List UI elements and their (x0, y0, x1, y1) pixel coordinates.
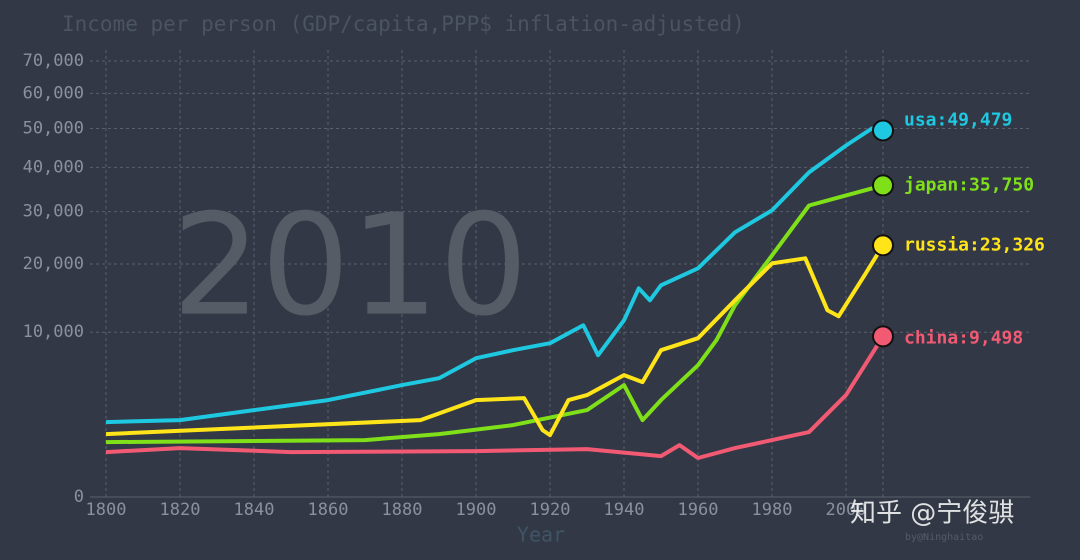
series-line (105, 244, 885, 438)
x-tick-label: 1900 (456, 500, 497, 520)
series-line (105, 335, 885, 460)
series-label: china:9,498 (904, 327, 1023, 348)
x-tick-label: 1960 (678, 500, 719, 520)
x-tick-label: 1920 (530, 500, 571, 520)
x-tick-label: 1860 (308, 500, 349, 520)
x-tick-label: 1840 (234, 500, 275, 520)
x-tick-label: 1820 (160, 500, 201, 520)
y-tick-label: 20,000 (23, 254, 84, 274)
x-tick-label: 1980 (752, 500, 793, 520)
end-dot (872, 325, 894, 348)
y-tick-label: 30,000 (23, 202, 84, 222)
x-tick-label: 1940 (604, 500, 645, 520)
y-tick-label: 70,000 (23, 51, 84, 71)
series-line (105, 126, 884, 425)
x-tick-label: 1880 (382, 500, 423, 520)
x-tick-label: 1800 (86, 500, 127, 520)
end-dot (872, 119, 894, 142)
end-dot (872, 174, 894, 197)
credit: by@Ninghaitao (905, 532, 983, 543)
year-watermark: 2010 (172, 185, 528, 348)
series-label: usa:49,479 (904, 109, 1012, 130)
y-tick-label: 50,000 (23, 119, 84, 139)
series-label: russia:23,326 (904, 234, 1045, 255)
y-tick-label: 10,000 (23, 322, 84, 342)
y-tick-label: 60,000 (23, 83, 84, 103)
watermark: 知乎 @宁俊骐 (850, 499, 1014, 529)
series-label: japan:35,750 (904, 174, 1034, 195)
series-line (105, 183, 884, 445)
y-tick-label: 40,000 (23, 157, 84, 177)
x-axis-label: Year (517, 523, 565, 547)
chart-title: Income per person (GDP/capita,PPP$ infla… (62, 12, 745, 36)
y-tick-label: 0 (74, 487, 84, 507)
end-dot (872, 234, 894, 257)
x-tick-label: 2000 (826, 500, 867, 520)
